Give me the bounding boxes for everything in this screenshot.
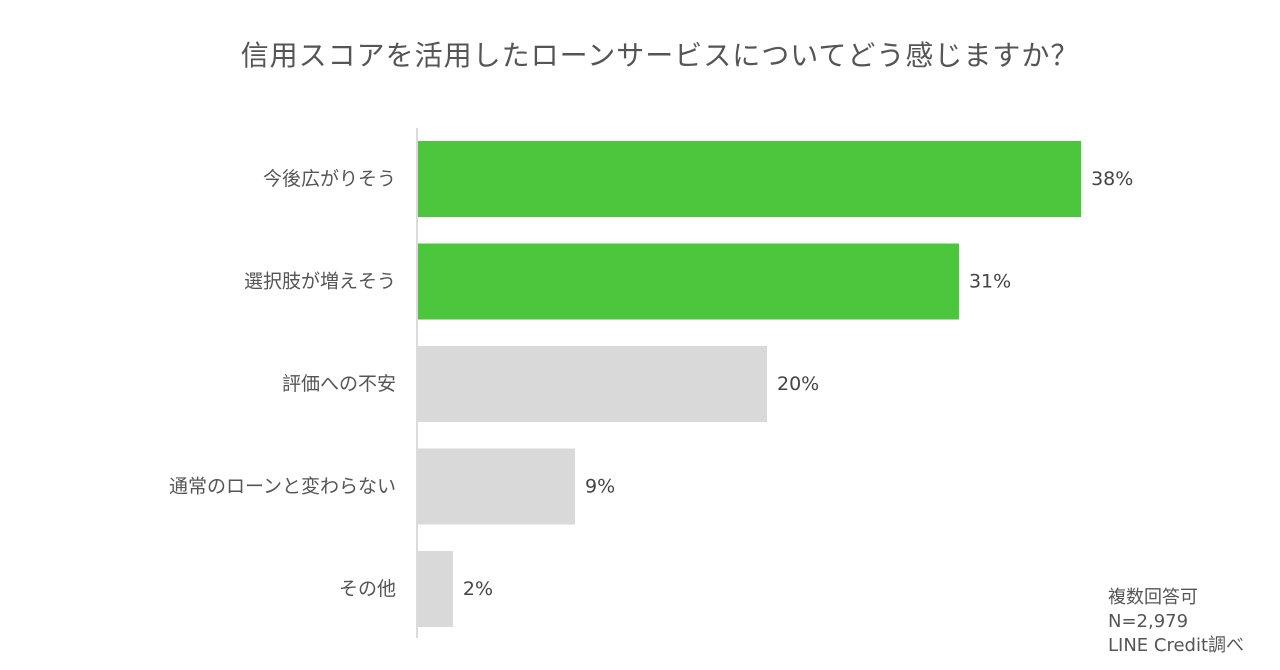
bar-5	[418, 551, 453, 627]
value-label-1: 38%	[1091, 168, 1133, 190]
category-label-3: 評価への不安	[282, 373, 396, 395]
bar-3	[418, 346, 767, 422]
value-label-3: 20%	[777, 373, 819, 395]
note-source: LINE Credit調べ	[1108, 635, 1245, 656]
bar-2	[418, 243, 959, 320]
category-label-5: その他	[339, 578, 396, 600]
chart-title: 信用スコアを活用したローンサービスについてどう感じますか？	[240, 39, 1080, 72]
value-label-4: 9%	[585, 476, 615, 498]
category-label-4: 通常のローンと変わらない	[169, 476, 396, 498]
chart-note: 複数回答可 N=2,979 LINE Credit調べ	[1108, 586, 1244, 658]
value-label-2: 31%	[969, 271, 1011, 293]
category-label-1: 今後広がりそう	[263, 168, 396, 190]
bar-1	[418, 141, 1082, 217]
bar-4	[418, 448, 576, 525]
value-label-5: 2%	[463, 578, 493, 600]
bars-group: 今後広がりそう 38% 選択肢が増えそう 31% 評価への不安 20% 通常のローンと変わら…	[169, 141, 1133, 627]
note-multiple-answers: 複数回答可	[1108, 587, 1198, 608]
category-label-2: 選択肢が増えそう	[244, 271, 396, 293]
note-sample-size: N=2,979	[1108, 611, 1189, 632]
